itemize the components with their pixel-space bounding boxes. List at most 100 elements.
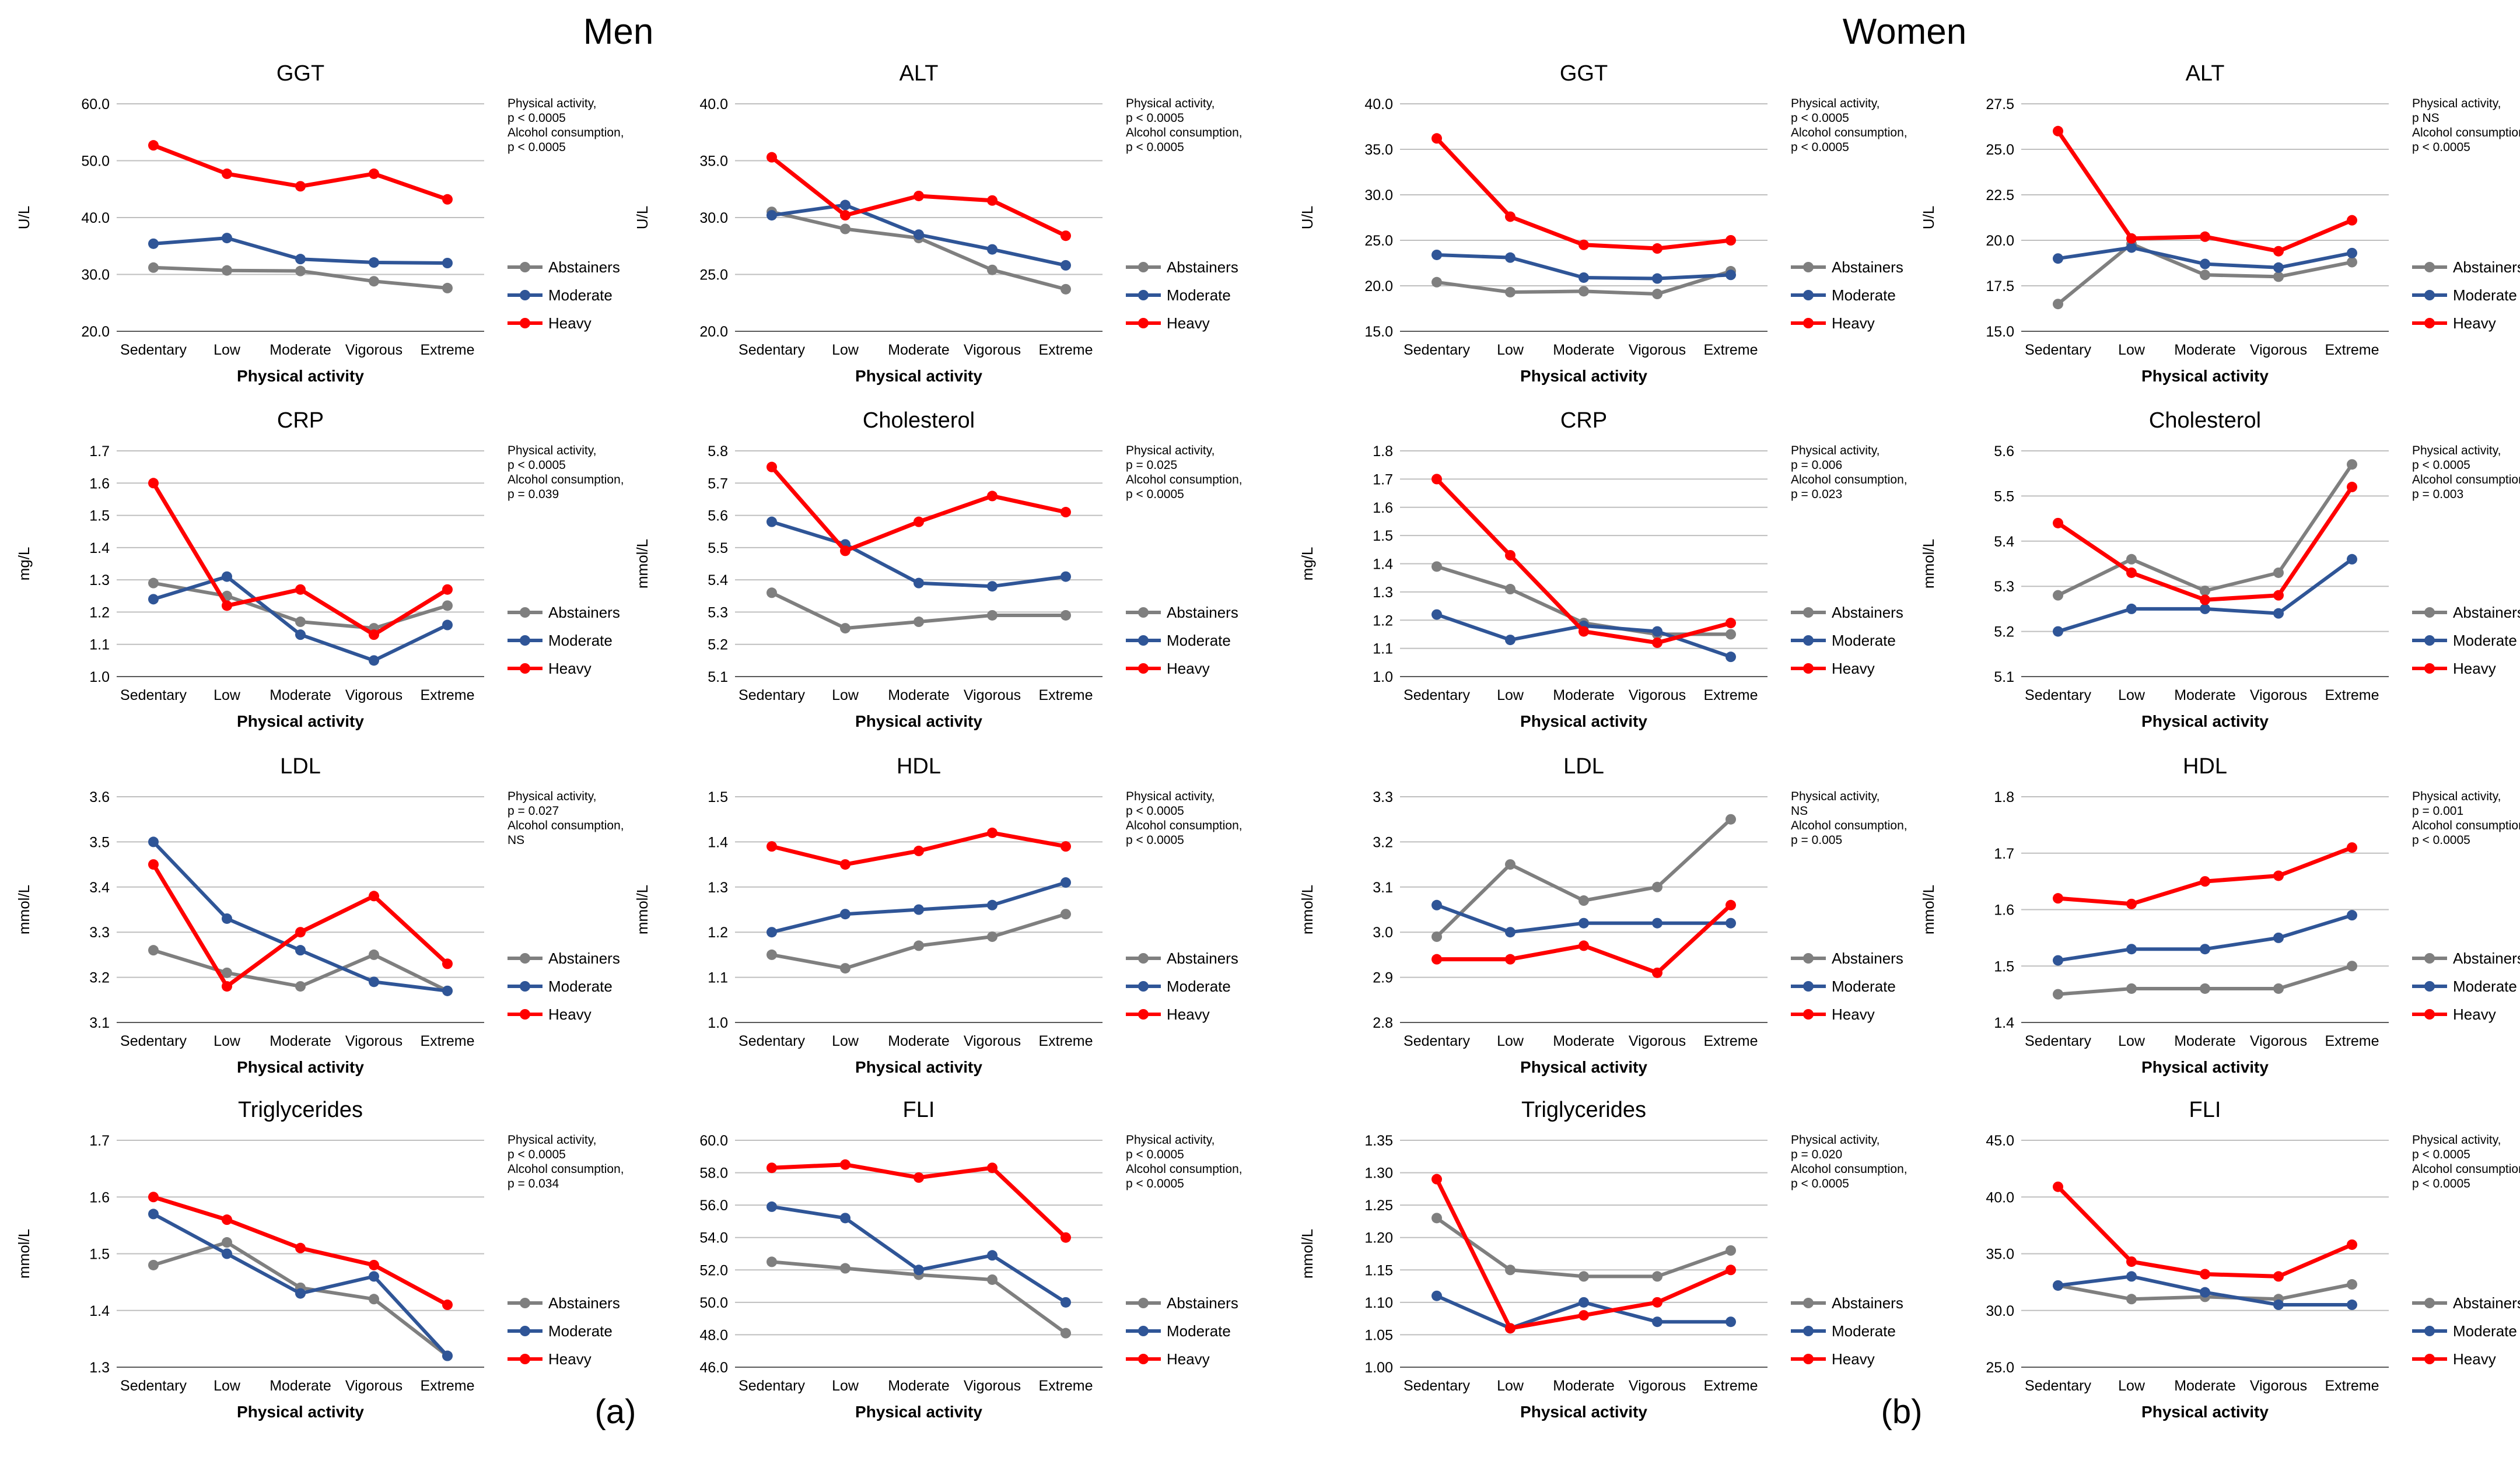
stats-text: Physical activity, (1791, 790, 1880, 803)
y-tick-label: 46.0 (699, 1360, 728, 1376)
stats-text: p < 0.0005 (2412, 1177, 2470, 1190)
x-axis-label: Physical activity (855, 1058, 982, 1076)
y-tick-label: 2.9 (1373, 970, 1393, 986)
data-point-moderate (369, 257, 379, 268)
data-point-moderate (1652, 626, 1662, 637)
chart-women-ggt: GGT 15.0 20.0 25.0 30.0 35.0 40.0 U/L Sedentary L… (1298, 61, 1908, 385)
data-point-heavy (1726, 235, 1736, 246)
chart-men-crp: CRP 1.0 1.1 1.2 1.3 1.4 1.5 1.6 1.7 mg/L Sedentary… (15, 408, 624, 730)
data-point-moderate (2126, 603, 2137, 614)
data-point-moderate (2347, 1300, 2357, 1311)
x-tick-label: Sedentary (738, 342, 805, 358)
y-tick-label: 1.0 (89, 669, 110, 685)
data-point-abstainers (1432, 276, 1442, 288)
y-tick-label: 3.1 (1373, 880, 1393, 896)
legend-label-abstainers: Abstainers (2453, 604, 2520, 621)
legend-label-moderate: Moderate (1832, 632, 1896, 649)
data-point-moderate (1060, 1297, 1071, 1308)
legend-swatch-marker (2424, 663, 2435, 674)
y-tick-label: 1.2 (89, 604, 110, 621)
data-point-moderate (1652, 917, 1662, 929)
data-point-abstainers (2200, 269, 2210, 281)
chart-title: GGT (276, 61, 324, 86)
data-point-heavy (987, 491, 998, 502)
y-tick-label: 60.0 (81, 96, 110, 113)
data-point-moderate (766, 210, 777, 221)
legend-label-moderate: Moderate (1832, 1322, 1896, 1340)
y-tick-label: 5.6 (1994, 443, 2014, 460)
chart-men-fli: FLI 46.0 48.0 50.0 52.0 54.0 56.0 58.0 60.0 Seden… (699, 1098, 1242, 1421)
x-tick-label: Vigorous (2250, 687, 2307, 703)
legend-label-heavy: Heavy (1167, 1350, 1210, 1368)
data-point-heavy (2347, 481, 2357, 492)
data-point-heavy (2347, 215, 2357, 226)
data-point-heavy (1726, 618, 1736, 629)
panel-label-b: (b) (1881, 1393, 1923, 1431)
y-tick-label: 5.1 (1994, 669, 2014, 685)
stats-text: p = 0.034 (508, 1177, 559, 1190)
data-point-abstainers (840, 223, 850, 234)
y-tick-label: 40.0 (81, 210, 110, 226)
legend-swatch-marker (2424, 981, 2435, 992)
data-point-heavy (2126, 898, 2137, 909)
chart-title: GGT (1560, 61, 1608, 86)
data-point-heavy (1060, 1232, 1071, 1243)
legend-swatch-marker (520, 290, 530, 300)
data-point-abstainers (295, 265, 306, 276)
y-axis-label: U/L (634, 206, 651, 229)
y-tick-label: 1.6 (1994, 902, 2014, 919)
data-point-heavy (2273, 590, 2284, 601)
y-tick-label: 20.0 (1986, 233, 2014, 249)
data-point-heavy (1432, 133, 1442, 144)
data-point-heavy (2126, 567, 2137, 578)
legend-swatch-marker (520, 1298, 530, 1308)
x-tick-label: Sedentary (2025, 687, 2091, 703)
x-tick-label: Moderate (1553, 1378, 1615, 1394)
chart-title: LDL (280, 754, 321, 779)
data-point-heavy (1432, 954, 1442, 965)
y-tick-label: 5.8 (708, 443, 728, 460)
x-tick-label: Vigorous (345, 1378, 402, 1394)
data-point-abstainers (987, 1274, 998, 1285)
stats-text: p < 0.0005 (508, 111, 566, 125)
legend-label-heavy: Heavy (1832, 660, 1875, 677)
stats-text: p < 0.0005 (1126, 488, 1184, 501)
legend-swatch-marker (520, 1009, 530, 1020)
y-tick-label: 1.6 (1373, 500, 1393, 516)
y-axis-label: mmol/L (15, 885, 33, 934)
y-tick-label: 25.0 (1364, 233, 1393, 249)
data-point-moderate (2200, 1287, 2210, 1298)
y-tick-label: 1.3 (1373, 584, 1393, 601)
x-tick-label: Low (214, 1033, 241, 1049)
y-tick-label: 20.0 (699, 324, 728, 340)
x-tick-label: Vigorous (964, 687, 1021, 703)
data-point-abstainers (840, 623, 850, 634)
x-tick-label: Extreme (420, 1378, 474, 1394)
y-tick-label: 3.3 (1373, 789, 1393, 805)
legend-label-abstainers: Abstainers (2453, 1294, 2520, 1312)
stats-text: p < 0.0005 (2412, 141, 2470, 154)
data-point-heavy (1578, 1310, 1589, 1321)
y-tick-label: 1.7 (1373, 471, 1393, 488)
x-tick-label: Low (2118, 1033, 2146, 1049)
x-tick-label: Sedentary (120, 1378, 187, 1394)
data-point-abstainers (2053, 989, 2063, 1000)
series-line-heavy (1435, 136, 1731, 251)
legend-label-abstainers: Abstainers (2453, 950, 2520, 967)
y-tick-label: 1.6 (89, 1189, 110, 1206)
chart-women-hdl: HDL 1.4 1.5 1.6 1.7 1.8 mmol/L Sedentary Low Mode… (1920, 754, 2520, 1076)
data-point-abstainers (222, 967, 232, 978)
chart-title: Cholesterol (863, 408, 975, 433)
y-tick-label: 3.5 (89, 834, 110, 850)
x-tick-label: Vigorous (1629, 1378, 1686, 1394)
y-tick-label: 30.0 (1364, 187, 1393, 204)
data-point-heavy (1652, 637, 1662, 648)
data-point-abstainers (1432, 561, 1442, 572)
legend-label-abstainers: Abstainers (548, 258, 620, 276)
stats-text: p < 0.0005 (1126, 141, 1184, 154)
data-point-moderate (148, 1209, 159, 1220)
y-tick-label: 27.5 (1986, 96, 2014, 113)
y-tick-label: 5.2 (708, 637, 728, 653)
data-point-heavy (1060, 841, 1071, 852)
x-axis-label: Physical activity (855, 1403, 982, 1421)
